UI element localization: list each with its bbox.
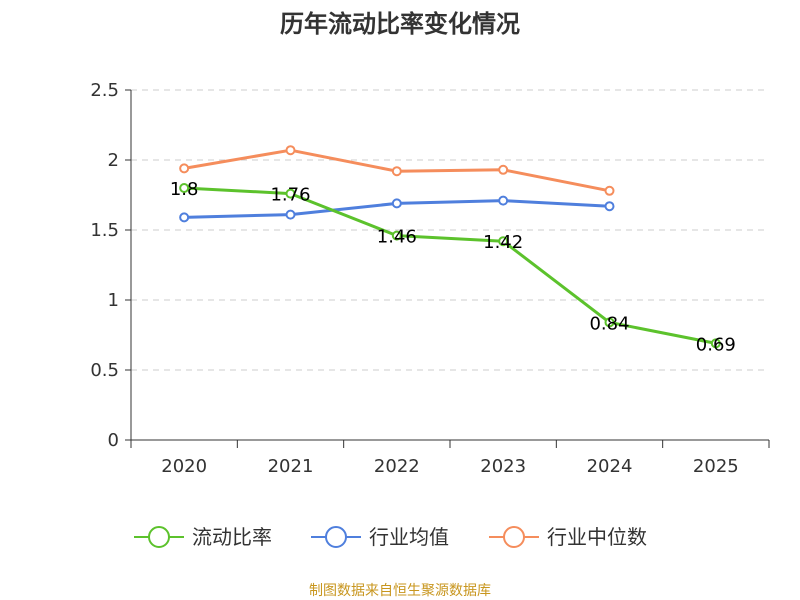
y-tick-label: 1 — [108, 290, 119, 311]
data-point[interactable] — [604, 185, 615, 196]
x-tick-label: 2025 — [693, 456, 739, 477]
grid-lines — [131, 89, 769, 371]
axes: 0 0.5 1 1.5 2 2.5 2020 2021 2022 2023 2024 2025 — [90, 80, 770, 477]
data-point[interactable] — [498, 164, 509, 175]
legend-item[interactable]: 行业均值 — [311, 525, 449, 549]
y-tick-label: 1.5 — [90, 220, 119, 241]
legend-marker — [503, 526, 525, 548]
x-tick-label: 2020 — [161, 456, 207, 477]
chart-title: 历年流动比率变化情况 — [280, 10, 520, 38]
data-point[interactable] — [179, 212, 190, 223]
y-tick-label: 0 — [108, 430, 119, 451]
data-point[interactable] — [710, 338, 721, 349]
data-point[interactable] — [285, 145, 296, 156]
data-labels: 1.8 1.76 1.46 1.42 0.84 0.69 — [170, 179, 736, 355]
data-point[interactable] — [498, 195, 509, 206]
series-lines — [179, 145, 721, 349]
data-point[interactable] — [179, 183, 190, 193]
x-tick-label: 2021 — [268, 456, 314, 477]
data-label: 0.69 — [696, 334, 736, 355]
data-label: 1.46 — [377, 227, 417, 248]
data-point[interactable] — [391, 230, 402, 241]
data-point[interactable] — [285, 188, 296, 199]
y-tick-label: 0.5 — [90, 360, 119, 381]
data-point[interactable] — [391, 198, 402, 209]
data-point[interactable] — [604, 201, 615, 212]
x-tick-label: 2024 — [587, 456, 633, 477]
data-label: 1.8 — [170, 179, 199, 200]
legend-label: 流动比率 — [192, 525, 272, 549]
data-point[interactable] — [498, 236, 509, 247]
legend-item[interactable]: 流动比率 — [134, 525, 272, 549]
legend-label: 行业中位数 — [547, 525, 647, 549]
legend-item[interactable]: 行业中位数 — [489, 525, 647, 549]
x-tick-label: 2022 — [374, 456, 420, 477]
data-point[interactable] — [391, 166, 402, 177]
legend-marker — [148, 526, 170, 548]
y-tick-label: 2 — [108, 150, 119, 171]
data-point[interactable] — [285, 209, 296, 220]
source-note: 制图数据来自恒生聚源数据库 — [309, 583, 491, 599]
x-tick-label: 2023 — [480, 456, 526, 477]
data-point[interactable] — [604, 317, 615, 328]
legend[interactable]: 流动比率 行业均值 行业中位数 — [134, 525, 647, 549]
data-point[interactable] — [179, 163, 190, 174]
legend-marker — [325, 526, 347, 548]
y-tick-label: 2.5 — [90, 80, 119, 101]
data-label: 0.84 — [589, 313, 629, 334]
series-line — [184, 186, 717, 345]
legend-label: 行业均值 — [369, 525, 449, 549]
data-label: 1.76 — [270, 185, 310, 206]
data-label: 1.42 — [483, 232, 523, 253]
